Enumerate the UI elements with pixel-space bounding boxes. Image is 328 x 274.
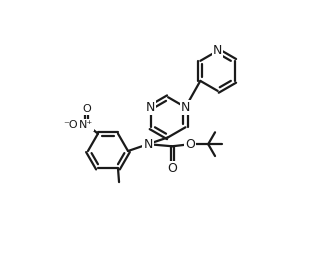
Text: N⁺: N⁺ — [79, 120, 93, 130]
Text: O: O — [82, 104, 91, 114]
Text: N: N — [213, 44, 222, 57]
Text: ⁻O: ⁻O — [64, 120, 78, 130]
Text: O: O — [167, 161, 177, 175]
Text: O: O — [185, 138, 195, 151]
Text: N: N — [181, 101, 190, 114]
Text: N: N — [143, 138, 153, 151]
Text: N: N — [146, 101, 155, 114]
